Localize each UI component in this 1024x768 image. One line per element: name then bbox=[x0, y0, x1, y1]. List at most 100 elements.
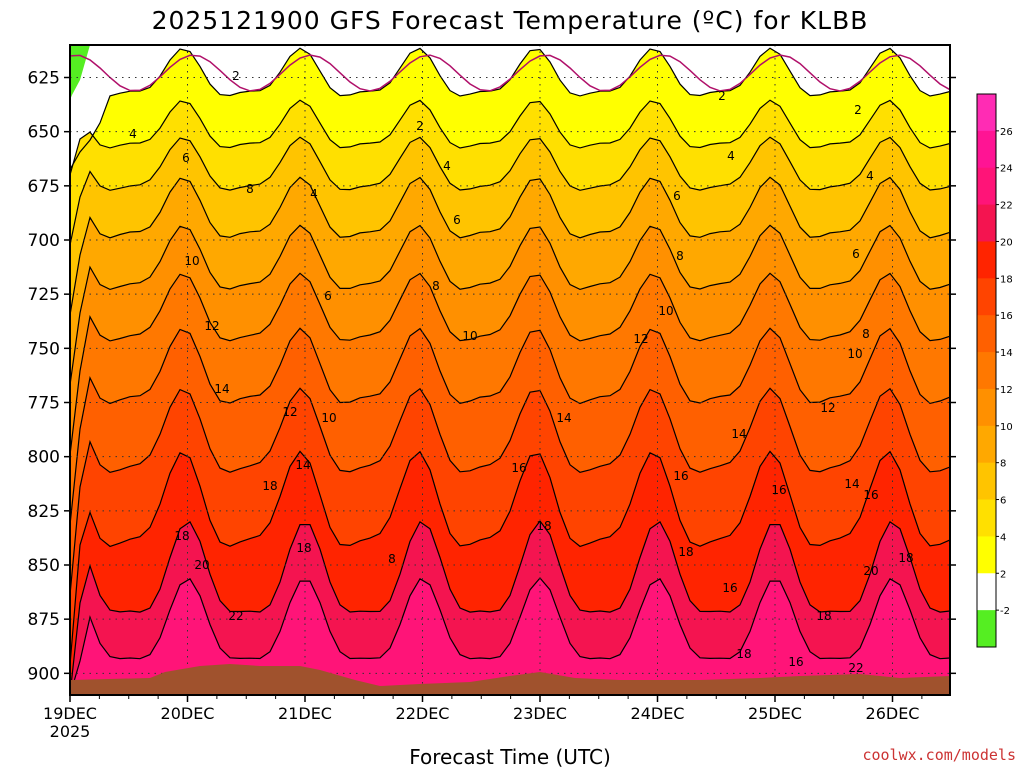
contour-label: 18 bbox=[816, 609, 831, 623]
y-tick-label: 825 bbox=[28, 502, 60, 522]
contour-labels: 2222444446666688888101010101012121212141… bbox=[129, 69, 913, 675]
contour-line-7 bbox=[69, 387, 951, 596]
contour-label: 10 bbox=[462, 329, 477, 343]
contour-label: 10 bbox=[184, 254, 199, 268]
contour-lines bbox=[69, 47, 951, 696]
colorbar-swatch bbox=[977, 130, 996, 169]
contour-label: 22 bbox=[848, 661, 863, 675]
colorbar-label: 22 bbox=[1000, 201, 1013, 212]
colorbar-swatch bbox=[977, 499, 996, 537]
contour-label: 18 bbox=[174, 529, 189, 543]
colorbar-swatch bbox=[977, 388, 996, 427]
colorbar-label: 24 bbox=[1000, 164, 1013, 175]
colorbar-swatch bbox=[977, 94, 996, 132]
contour-line-9 bbox=[69, 519, 951, 696]
x-tick-label: 19DEC bbox=[43, 704, 97, 723]
contour-label: 6 bbox=[182, 151, 190, 165]
contour-label: 20 bbox=[863, 564, 878, 578]
contour-label: 18 bbox=[736, 647, 751, 661]
colorbar-label: 12 bbox=[1000, 385, 1013, 396]
colorbar-label: 26 bbox=[1000, 127, 1013, 138]
contour-label: 2 bbox=[232, 69, 240, 83]
x-tick-label: 23DEC bbox=[513, 704, 567, 723]
contour-line-minus2 bbox=[69, 54, 951, 92]
colorbar-swatch bbox=[977, 610, 996, 648]
x-tick-label: 25DEC bbox=[748, 704, 802, 723]
contour-label: 14 bbox=[556, 411, 571, 425]
contour-line-2 bbox=[69, 136, 951, 246]
contour-label: 2 bbox=[854, 103, 862, 117]
plot-area: 2222444446666688888101010101012121212141… bbox=[69, 44, 951, 696]
colorbar-label: 8 bbox=[1000, 459, 1006, 470]
contour-line-1 bbox=[69, 99, 951, 176]
colorbar-label: 18 bbox=[1000, 274, 1013, 285]
y-tick-label: 625 bbox=[28, 69, 60, 89]
x-tick-label: 22DEC bbox=[396, 704, 450, 723]
contour-label: 14 bbox=[214, 382, 229, 396]
contour-label: 10 bbox=[847, 347, 862, 361]
colorbar-swatch bbox=[977, 425, 996, 464]
y-tick-label: 675 bbox=[28, 177, 60, 197]
contour-label: 6 bbox=[673, 189, 681, 203]
y-tick-label: 725 bbox=[28, 285, 60, 305]
y-tick-label: 700 bbox=[28, 231, 60, 251]
contour-label: 12 bbox=[820, 401, 835, 415]
y-tick-label: 775 bbox=[28, 394, 60, 414]
contour-label: 8 bbox=[388, 552, 396, 566]
contour-label: 18 bbox=[296, 541, 311, 555]
colorbar-frame bbox=[976, 93, 997, 648]
contour-label: 6 bbox=[324, 289, 332, 303]
contour-label: 18 bbox=[536, 519, 551, 533]
y-tick-label: 650 bbox=[28, 123, 60, 143]
contour-label: 2 bbox=[416, 119, 424, 133]
colorbar-swatch bbox=[977, 167, 996, 206]
contour-label: 6 bbox=[453, 213, 461, 227]
x-tick-label: 21DEC bbox=[278, 704, 332, 723]
contour-label: 16 bbox=[673, 469, 688, 483]
colorbar-label: 2 bbox=[1000, 569, 1006, 580]
contour-label: 22 bbox=[228, 609, 243, 623]
plot-frame bbox=[69, 44, 951, 696]
chart-title: 2025121900 GFS Forecast Temperature (ºC)… bbox=[152, 6, 869, 35]
contour-label: 16 bbox=[722, 581, 737, 595]
contour-label: 12 bbox=[633, 332, 648, 346]
contour-label: 18 bbox=[262, 479, 277, 493]
colorbar-swatch bbox=[977, 204, 996, 242]
contour-label: 14 bbox=[844, 477, 859, 491]
contour-line-6 bbox=[69, 327, 951, 526]
contour-line-4 bbox=[69, 224, 951, 386]
terrain-surface bbox=[70, 664, 950, 695]
contour-label: 12 bbox=[282, 405, 297, 419]
contour-label: 10 bbox=[321, 411, 336, 425]
contour-label: 14 bbox=[295, 458, 310, 472]
contour-label: 10 bbox=[658, 304, 673, 318]
colorbar-swatch bbox=[977, 278, 996, 316]
y-tick-label: 900 bbox=[28, 664, 60, 684]
x-axis-label: Forecast Time (UTC) bbox=[409, 745, 611, 768]
x-tick-label: 24DEC bbox=[631, 704, 685, 723]
contour-label: 8 bbox=[246, 182, 254, 196]
y-axis-ticks: 625 650 675 700 725 750 775 800 825 850 875 900 bbox=[28, 69, 956, 684]
colorbar-swatch bbox=[977, 315, 996, 353]
contour-label: 18 bbox=[678, 545, 693, 559]
contour-label: 16 bbox=[771, 483, 786, 497]
x-axis-ticks: 19DEC 20DEC 21DEC 22DEC 23DEC 24DEC 25DEC 26DEC bbox=[43, 695, 923, 723]
contour-label: 4 bbox=[866, 169, 874, 183]
contour-line-3 bbox=[69, 176, 951, 316]
y-tick-label: 750 bbox=[28, 339, 60, 359]
y-tick-label: 875 bbox=[28, 610, 60, 630]
contour-label: 4 bbox=[310, 187, 318, 201]
contour-label: 4 bbox=[129, 127, 137, 141]
layer-10 bbox=[70, 578, 950, 695]
colorbar-label: 20 bbox=[1000, 237, 1013, 248]
contour-label: 20 bbox=[194, 558, 209, 572]
colorbar-swatch bbox=[977, 352, 996, 390]
contour-label: 8 bbox=[432, 279, 440, 293]
contour-label: 4 bbox=[727, 149, 735, 163]
contour-label: 16 bbox=[863, 488, 878, 502]
colorbar-label: -2 bbox=[1000, 606, 1010, 617]
temperature-layers bbox=[70, 45, 950, 696]
contour-label: 16 bbox=[788, 655, 803, 669]
